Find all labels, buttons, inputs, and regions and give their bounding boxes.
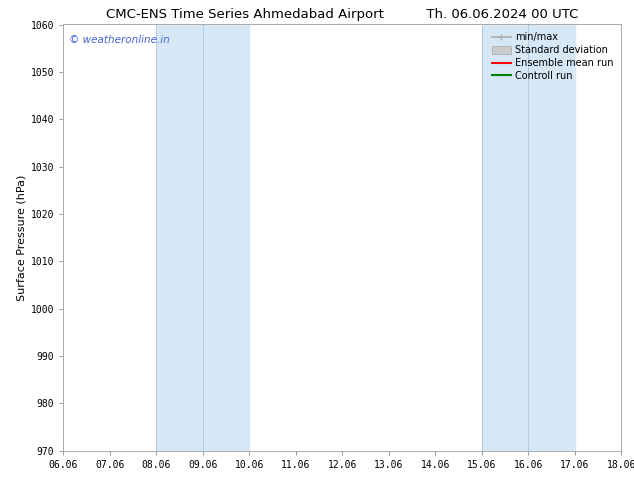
Bar	[157, 24, 249, 451]
Title: CMC-ENS Time Series Ahmedabad Airport          Th. 06.06.2024 00 UTC: CMC-ENS Time Series Ahmedabad Airport Th…	[106, 7, 579, 21]
Y-axis label: Surface Pressure (hPa): Surface Pressure (hPa)	[16, 174, 27, 301]
Text: © weatheronline.in: © weatheronline.in	[69, 35, 170, 45]
Legend: min/max, Standard deviation, Ensemble mean run, Controll run: min/max, Standard deviation, Ensemble me…	[489, 29, 616, 84]
Bar	[482, 24, 575, 451]
